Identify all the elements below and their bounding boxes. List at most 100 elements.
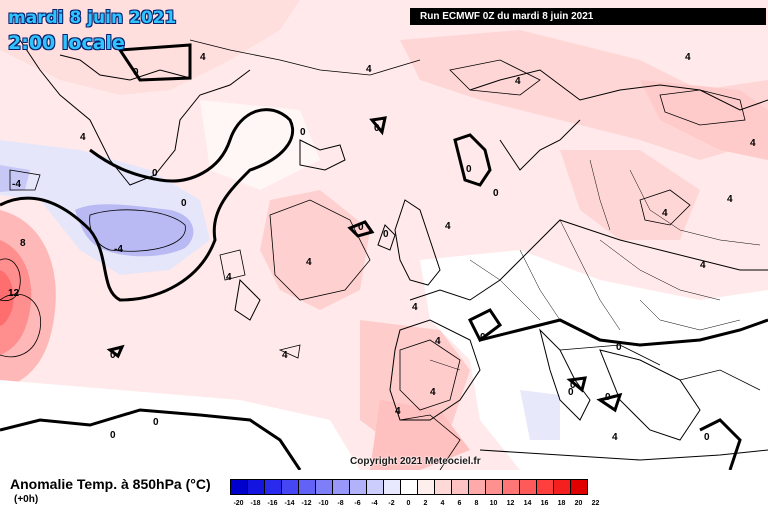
contour-label: 4 (612, 432, 618, 443)
scale-tick-label: 0 (406, 500, 411, 507)
contour-label: 4 (282, 350, 288, 361)
contour-label: 4 (226, 272, 232, 283)
scale-swatch (468, 479, 486, 495)
contour-label: 4 (515, 76, 521, 87)
legend-bar: Anomalie Temp. à 850hPa (°C) (+0h) -20 -1… (0, 470, 768, 512)
scale-tick-label: -12 (301, 500, 312, 507)
scale-swatch (485, 479, 503, 495)
color-scale-labels: -20 -18 -16 -14 -12 -10 -8 -6 -4 -2 0 2 4 6 8 10 12 14 16 1… (230, 500, 604, 507)
anomaly-map: 0 4 4 0 4 4 4 0 4 0 0 0 -4 8 -4 12 4 4 4… (0, 0, 768, 470)
contour-label: 0 (110, 350, 116, 361)
contour-label: 4 (662, 208, 668, 219)
contour-label: 0 (374, 123, 380, 134)
country-borders (429, 159, 761, 371)
contour-label: -4 (114, 244, 123, 255)
contour-label: 0 (153, 417, 159, 428)
contour-label: 4 (700, 260, 706, 271)
contour-label: -4 (12, 179, 21, 190)
scale-swatch (434, 479, 452, 495)
contour-label: 0 (568, 387, 574, 398)
scale-swatch (519, 479, 537, 495)
contour-label: 0 (300, 127, 306, 138)
scale-swatch (298, 479, 316, 495)
scale-tick-label: 6 (457, 500, 462, 507)
scale-swatch (383, 479, 401, 495)
contour-label: 0 (466, 164, 472, 175)
scale-tick-label: -4 (371, 500, 378, 507)
contour-label: 0 (181, 198, 187, 209)
contour-label: 0 (616, 342, 622, 353)
scale-tick-label: -2 (388, 500, 395, 507)
scale-swatch (366, 479, 384, 495)
color-scale (230, 479, 588, 495)
copyright-notice: Copyright 2021 Meteociel.fr (350, 456, 481, 467)
contour-label: 0 (480, 332, 486, 343)
scale-tick-label: -20 (233, 500, 244, 507)
cold-anomaly-areas (0, 140, 560, 440)
contour-label: 0 (358, 222, 364, 233)
contour-label: 0 (570, 380, 576, 391)
contour-label: 4 (727, 194, 733, 205)
contour-label: 4 (750, 138, 756, 149)
scale-swatch (570, 479, 588, 495)
scale-swatch (502, 479, 520, 495)
scale-tick-label: 12 (506, 500, 515, 507)
scale-swatch (417, 479, 435, 495)
scale-tick-label: -8 (337, 500, 344, 507)
contour-label: 4 (395, 406, 401, 417)
scale-swatch (349, 479, 367, 495)
contour-label: 0 (605, 392, 611, 403)
run-info-banner: Run ECMWF 0Z du mardi 8 juin 2021 (410, 8, 766, 25)
scale-tick-label: 4 (440, 500, 445, 507)
contour-label: 4 (200, 52, 206, 63)
contour-label: 12 (8, 288, 20, 299)
contour-label: 0 (704, 432, 710, 443)
contour-label: 0 (383, 229, 389, 240)
forecast-date: mardi 8 juin 2021 (8, 8, 177, 28)
contour-label: 4 (412, 302, 418, 313)
contour-label: 0 (493, 188, 499, 199)
scale-tick-label: -16 (267, 500, 278, 507)
contour-label: 4 (430, 387, 436, 398)
scale-swatch (400, 479, 418, 495)
scale-swatch (247, 479, 265, 495)
scale-swatch (281, 479, 299, 495)
legend-subtitle: (+0h) (14, 494, 39, 505)
scale-tick-label: -14 (284, 500, 295, 507)
scale-tick-label: 16 (540, 500, 549, 507)
contour-label: 4 (435, 336, 441, 347)
scale-tick-label: 8 (474, 500, 479, 507)
contour-label: 4 (366, 64, 372, 75)
contour-label: 4 (445, 221, 451, 232)
scale-tick-label: 20 (574, 500, 583, 507)
scale-tick-label: -10 (318, 500, 329, 507)
contour-label: 0 (133, 67, 139, 78)
zero-contours (0, 43, 768, 470)
scale-swatch (264, 479, 282, 495)
scale-swatch (553, 479, 571, 495)
scale-tick-label: 18 (557, 500, 566, 507)
scale-swatch (451, 479, 469, 495)
scale-swatch (230, 479, 248, 495)
contour-label: 4 (685, 52, 691, 63)
scale-swatch (315, 479, 333, 495)
scale-swatch (536, 479, 554, 495)
scale-tick-label: 14 (523, 500, 532, 507)
contour-label: 0 (152, 168, 158, 179)
scale-tick-label: 10 (489, 500, 498, 507)
contour-labels: 0 4 4 0 4 4 4 0 4 0 0 0 -4 8 -4 12 4 4 4… (8, 52, 756, 443)
scale-tick-label: 2 (423, 500, 428, 507)
contour-label: 8 (20, 238, 26, 249)
scale-tick-label: -18 (250, 500, 261, 507)
neutral-areas (0, 100, 768, 470)
forecast-time: 2:00 locale (8, 32, 125, 54)
contour-label: 4 (306, 257, 312, 268)
scale-tick-label: 22 (591, 500, 600, 507)
legend-title: Anomalie Temp. à 850hPa (°C) (10, 476, 211, 492)
scale-swatch (332, 479, 350, 495)
warm-anomaly-areas (0, 0, 768, 470)
contour-label: 0 (110, 430, 116, 441)
four-degree-contours (0, 39, 761, 470)
scale-tick-label: -6 (354, 500, 361, 507)
